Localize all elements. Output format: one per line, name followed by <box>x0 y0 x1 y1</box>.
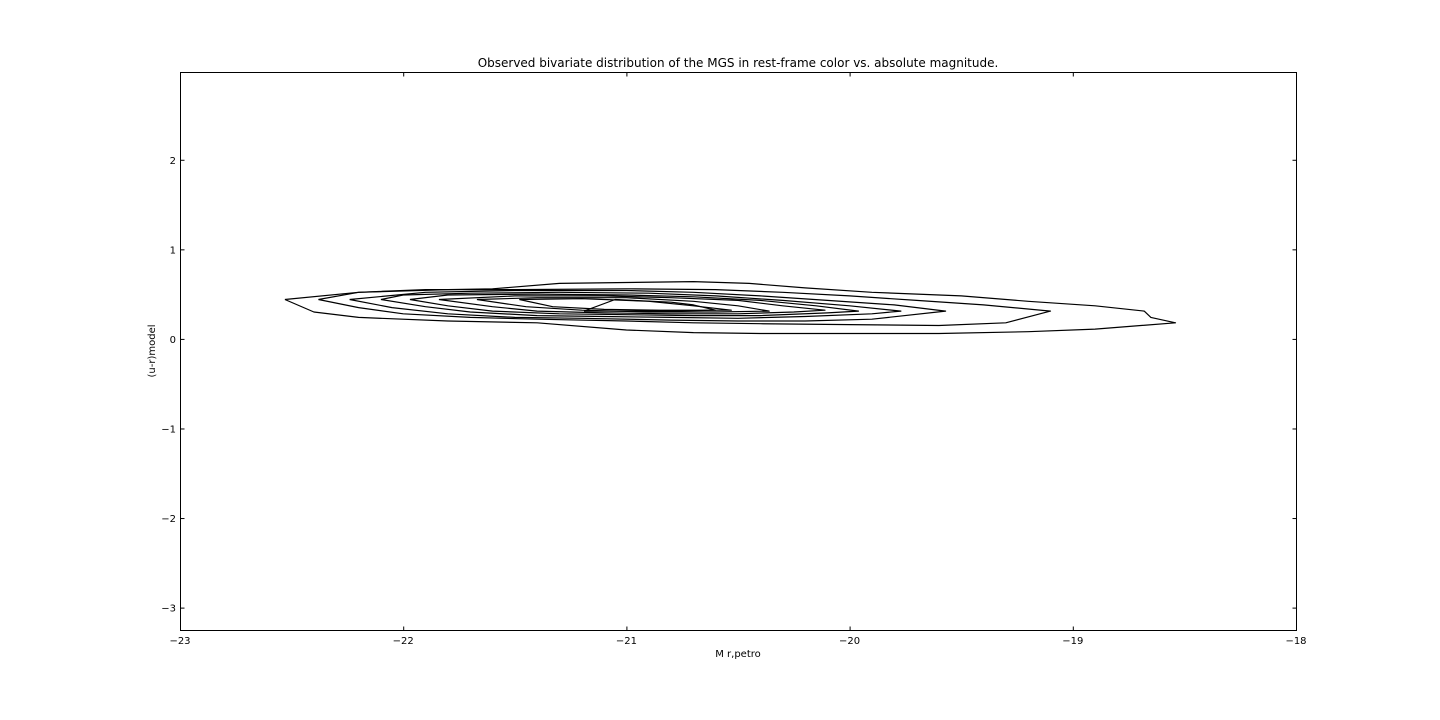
contour-line-6 <box>438 295 826 315</box>
contour-line-9 <box>583 298 717 312</box>
contour-line-3 <box>349 289 947 322</box>
y-tick-label: 1 <box>170 245 176 256</box>
y-tick-label: −1 <box>161 424 176 435</box>
x-tick-label: −20 <box>839 636 860 647</box>
contour-line-2 <box>318 288 1052 327</box>
x-tick-label: −22 <box>393 636 414 647</box>
x-axis: −23 −22 −21 −20 −19 −18 <box>169 72 1307 647</box>
y-axis: −3 −2 −1 0 1 2 <box>161 156 1297 615</box>
x-tick-label: −19 <box>1062 636 1083 647</box>
y-axis-label: (u-r)model <box>147 325 158 378</box>
chart-title: Observed bivariate distribution of the M… <box>478 56 999 70</box>
x-tick-label: −23 <box>169 636 190 647</box>
contours <box>284 281 1177 335</box>
y-tick-label: 0 <box>170 335 176 346</box>
contour-line-1 <box>284 281 1177 335</box>
contour-line-5 <box>409 293 860 317</box>
contour-line-8 <box>519 298 732 311</box>
plot-frame <box>180 72 1297 631</box>
x-tick-label: −21 <box>616 636 637 647</box>
y-tick-label: 2 <box>170 156 176 167</box>
x-tick-label: −18 <box>1285 636 1306 647</box>
contour-line-7 <box>476 297 770 313</box>
y-tick-label: −2 <box>161 514 176 525</box>
x-axis-label: M r,petro <box>715 649 761 660</box>
contour-line-4 <box>380 291 902 319</box>
y-tick-label: −3 <box>161 604 176 615</box>
